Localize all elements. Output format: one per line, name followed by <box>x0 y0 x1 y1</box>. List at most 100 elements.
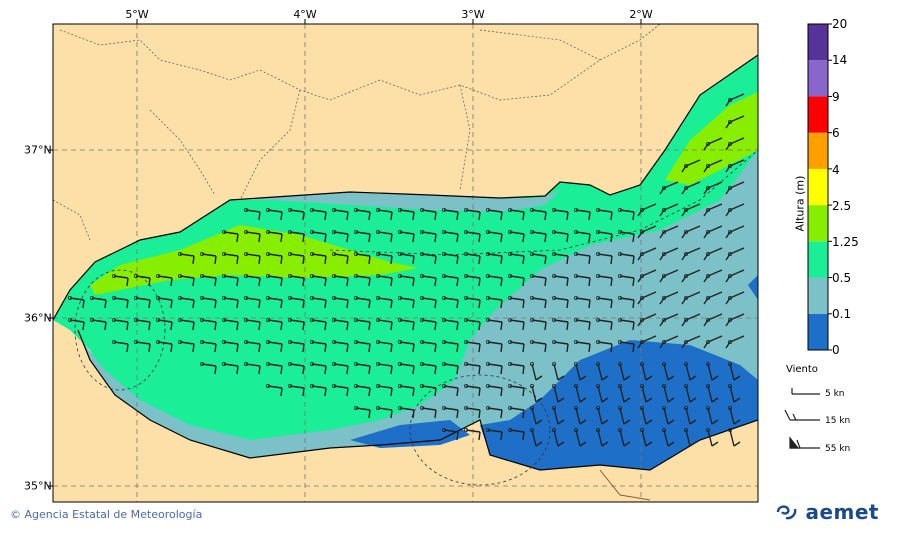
wind-station-dot <box>640 251 645 256</box>
wind-barb <box>509 231 525 243</box>
wind-station-dot <box>287 339 292 344</box>
wind-station-dot <box>287 383 292 388</box>
wind-station-dot <box>728 361 733 366</box>
wind-barb <box>637 335 657 349</box>
wind-station-dot <box>309 383 314 388</box>
wind-barb <box>443 275 459 287</box>
wind-barb <box>509 253 525 265</box>
wind-station-dot <box>706 273 711 278</box>
wind-station-dot <box>463 273 468 278</box>
wind-station-dot <box>331 229 336 234</box>
wind-station-dot <box>287 273 292 278</box>
wind-barb <box>663 363 675 381</box>
wind-station-dot <box>155 339 160 344</box>
color-scale-segment <box>808 132 828 169</box>
wind-station-dot <box>662 427 667 432</box>
wind-barb <box>707 407 719 425</box>
wind-station-dot <box>375 361 380 366</box>
wind-barb <box>333 363 349 375</box>
wind-barb <box>289 385 305 397</box>
wind-barb <box>707 385 719 403</box>
wind-station-dot <box>375 405 380 410</box>
wind-station-dot <box>684 405 689 410</box>
wind-barb <box>201 297 217 309</box>
wind-station-dot <box>596 251 601 256</box>
wind-station-dot <box>728 163 733 168</box>
wind-station-dot <box>684 163 689 168</box>
wind-barb <box>289 231 305 243</box>
wind-barb <box>223 319 239 331</box>
wind-station-dot <box>728 185 733 190</box>
wind-barb <box>487 429 503 441</box>
wind-barb <box>289 253 305 265</box>
wind-barb <box>729 385 741 403</box>
wind-barb <box>377 297 393 309</box>
wind-station-dot <box>441 207 446 212</box>
wind-station-dot <box>90 295 95 300</box>
wind-barb <box>245 341 261 353</box>
wind-station-dot <box>287 229 292 234</box>
wind-station-dot <box>353 251 358 256</box>
wind-station-dot <box>419 251 424 256</box>
wind-barb <box>267 297 283 309</box>
wind-barb <box>465 363 481 375</box>
wind-station-dot <box>221 251 226 256</box>
wind-station-dot <box>463 383 468 388</box>
wind-station-dot <box>552 229 557 234</box>
wind-station-dot <box>463 229 468 234</box>
wind-station-dot <box>331 383 336 388</box>
wind-station-dot <box>243 251 248 256</box>
wind-station-dot <box>530 207 535 212</box>
wind-barb <box>725 269 745 283</box>
wind-station-dot <box>574 339 579 344</box>
wind-barb <box>703 159 723 173</box>
wind-barb <box>421 231 437 243</box>
wind-station-dot <box>309 207 314 212</box>
wind-barb <box>553 253 569 265</box>
wind-barb <box>641 363 653 381</box>
wind-barb <box>465 253 481 265</box>
wind-station-dot <box>530 339 535 344</box>
wind-station-dot <box>596 427 601 432</box>
map-frame <box>52 23 759 503</box>
wind-barb <box>355 297 371 309</box>
wind-barb <box>553 429 565 447</box>
wind-station-dot <box>441 361 446 366</box>
wind-barb <box>157 275 173 287</box>
wind-barb <box>681 247 701 261</box>
wind-station-dot <box>221 295 226 300</box>
wind-barb <box>399 253 415 265</box>
wind-barb <box>659 225 679 239</box>
wind-barb <box>443 209 459 221</box>
wind-barb-55kn-flag-icon <box>789 436 800 449</box>
wind-barb <box>531 363 543 381</box>
wind-barb <box>245 319 261 331</box>
copyright-icon: © <box>10 508 21 521</box>
wind-station-dot <box>331 317 336 322</box>
wind-barb <box>509 407 525 419</box>
wind-station-dot <box>419 339 424 344</box>
wind-barb <box>707 429 719 447</box>
wind-station-dot <box>133 295 138 300</box>
color-scale-segment <box>808 168 828 206</box>
wind-station-dot <box>243 273 248 278</box>
wind-station-dot <box>684 427 689 432</box>
wind-barb <box>659 291 679 305</box>
wind-barb <box>311 209 327 221</box>
wind-barb <box>333 319 349 331</box>
wind-barb <box>355 319 371 331</box>
wind-barb <box>421 341 437 353</box>
wind-station-dot <box>596 295 601 300</box>
wind-barb <box>619 253 635 265</box>
wind-station-dot <box>397 295 402 300</box>
wind-station-dot <box>618 295 623 300</box>
wind-barb <box>487 319 503 331</box>
wind-barb <box>707 363 719 381</box>
wind-station-dot <box>265 295 270 300</box>
wind-barb <box>311 253 327 265</box>
wind-station-dot <box>419 383 424 388</box>
credit-text: Agencia Estatal de Meteorología <box>24 508 203 521</box>
wind-barb <box>597 253 613 265</box>
wind-legend-symbols <box>784 388 820 449</box>
wind-station-dot <box>728 427 733 432</box>
